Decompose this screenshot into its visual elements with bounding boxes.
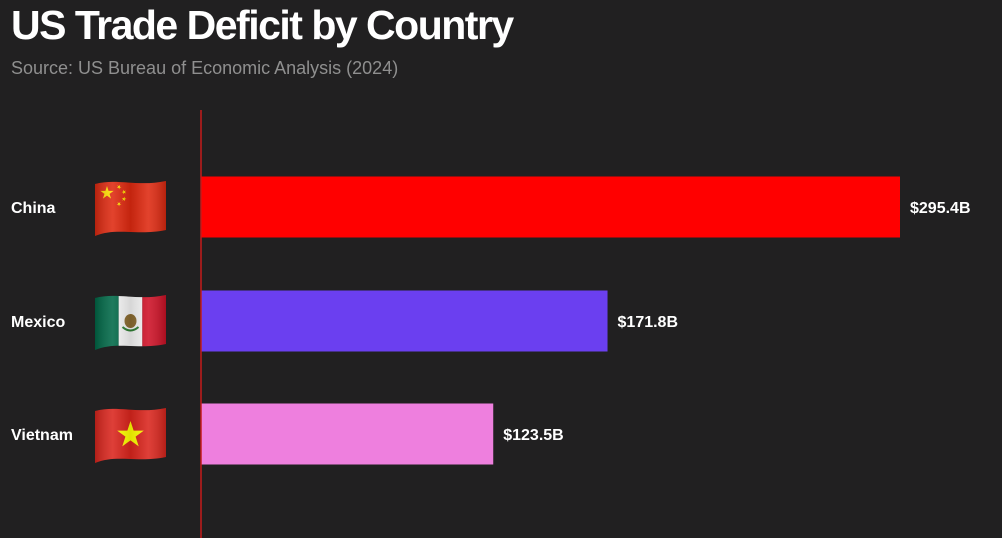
mexico-flag-icon <box>95 295 166 350</box>
china-flag-icon <box>95 181 166 236</box>
category-label: Mexico <box>11 314 65 331</box>
category-label: China <box>11 200 56 217</box>
bar <box>201 403 494 465</box>
data-label: $123.5B <box>503 427 564 444</box>
vietnam-flag-icon <box>95 408 166 463</box>
chart-title: US Trade Deficit by Country <box>11 2 514 48</box>
bar <box>201 290 608 352</box>
category-label: Vietnam <box>11 427 73 444</box>
bar <box>201 176 900 238</box>
data-label: $295.4B <box>910 200 971 217</box>
chart-subtitle: Source: US Bureau of Economic Analysis (… <box>11 58 399 78</box>
data-label: $171.8B <box>618 314 679 331</box>
